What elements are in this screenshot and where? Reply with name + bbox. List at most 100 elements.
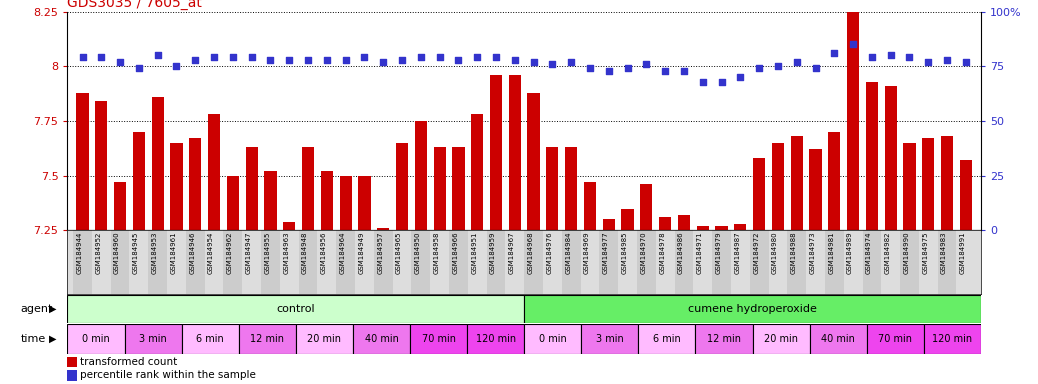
Bar <box>937 230 956 294</box>
Point <box>112 59 129 65</box>
Text: GSM184955: GSM184955 <box>265 232 271 274</box>
Point <box>149 52 166 58</box>
Bar <box>884 86 897 230</box>
Text: GSM184966: GSM184966 <box>453 232 459 274</box>
Bar <box>867 324 924 354</box>
Text: 120 min: 120 min <box>932 334 973 344</box>
Bar <box>67 295 524 323</box>
Point <box>920 59 936 65</box>
Text: 40 min: 40 min <box>364 334 399 344</box>
Text: GSM184947: GSM184947 <box>246 232 251 274</box>
Bar <box>434 147 445 230</box>
Text: 6 min: 6 min <box>653 334 681 344</box>
Bar <box>468 230 487 294</box>
Bar <box>581 324 638 354</box>
Bar <box>580 230 599 294</box>
Point <box>469 55 486 61</box>
Point <box>74 55 90 61</box>
Bar <box>562 230 580 294</box>
Point <box>206 55 222 61</box>
Bar <box>527 93 540 230</box>
Text: GSM184953: GSM184953 <box>152 232 158 274</box>
Bar <box>471 114 484 230</box>
Bar <box>659 217 672 230</box>
Bar <box>223 230 242 294</box>
Text: GSM184972: GSM184972 <box>754 232 759 274</box>
Text: GSM184944: GSM184944 <box>77 232 82 274</box>
Point <box>864 55 880 61</box>
Bar <box>693 230 712 294</box>
Text: GSM184975: GSM184975 <box>923 232 928 274</box>
Text: GSM184990: GSM184990 <box>903 232 909 274</box>
Point <box>168 63 185 70</box>
Text: 20 min: 20 min <box>764 334 798 344</box>
Text: GSM184964: GSM184964 <box>339 232 346 274</box>
Text: GSM184976: GSM184976 <box>546 232 552 274</box>
Point <box>93 55 110 61</box>
Text: percentile rank within the sample: percentile rank within the sample <box>80 370 256 381</box>
Point <box>638 61 655 67</box>
Text: GSM184967: GSM184967 <box>509 232 515 274</box>
Text: cumene hydroperoxide: cumene hydroperoxide <box>688 304 817 314</box>
Text: GSM184961: GSM184961 <box>170 232 176 274</box>
Text: GSM184952: GSM184952 <box>95 232 102 274</box>
Text: GSM184945: GSM184945 <box>133 232 139 274</box>
Bar <box>411 230 430 294</box>
Point <box>901 55 918 61</box>
Bar <box>675 230 693 294</box>
Bar <box>148 230 167 294</box>
Bar <box>336 230 355 294</box>
Text: GSM184982: GSM184982 <box>884 232 891 274</box>
Bar <box>603 219 614 230</box>
Point <box>432 55 448 61</box>
Bar <box>67 324 125 354</box>
Text: GSM184968: GSM184968 <box>527 232 534 274</box>
Text: GSM184977: GSM184977 <box>603 232 608 274</box>
Bar <box>430 230 449 294</box>
Bar <box>810 149 822 230</box>
Text: GSM184987: GSM184987 <box>734 232 740 274</box>
Text: control: control <box>276 304 316 314</box>
Point <box>882 52 899 58</box>
Bar <box>467 324 524 354</box>
Point <box>694 78 711 84</box>
Bar <box>960 161 972 230</box>
Bar <box>321 171 333 230</box>
Point <box>938 56 955 63</box>
Text: GSM184960: GSM184960 <box>114 232 120 274</box>
Text: GSM184950: GSM184950 <box>415 232 420 274</box>
Bar <box>353 324 410 354</box>
Text: GSM184980: GSM184980 <box>772 232 777 274</box>
Text: GSM184973: GSM184973 <box>810 232 816 274</box>
Bar <box>619 230 637 294</box>
Bar <box>583 182 596 230</box>
Point <box>263 56 279 63</box>
Bar <box>734 224 746 230</box>
Text: GSM184946: GSM184946 <box>189 232 195 274</box>
Bar <box>355 230 374 294</box>
Bar <box>565 147 577 230</box>
Bar <box>265 171 276 230</box>
Point <box>488 55 504 61</box>
Bar <box>656 230 675 294</box>
Bar <box>768 230 787 294</box>
Bar <box>374 230 392 294</box>
Bar <box>772 143 784 230</box>
Bar <box>524 324 581 354</box>
Point <box>620 65 636 71</box>
Bar <box>67 370 77 381</box>
Text: GSM184963: GSM184963 <box>283 232 290 274</box>
Bar <box>242 230 262 294</box>
Bar <box>922 139 934 230</box>
Bar <box>712 230 731 294</box>
Bar <box>753 324 810 354</box>
Point <box>769 63 786 70</box>
Bar <box>640 184 653 230</box>
Text: 70 min: 70 min <box>421 334 456 344</box>
Text: GSM184989: GSM184989 <box>847 232 853 274</box>
Text: GSM184983: GSM184983 <box>941 232 947 274</box>
Bar <box>114 182 127 230</box>
Point <box>507 56 523 63</box>
Bar <box>524 295 981 323</box>
Bar <box>73 230 92 294</box>
